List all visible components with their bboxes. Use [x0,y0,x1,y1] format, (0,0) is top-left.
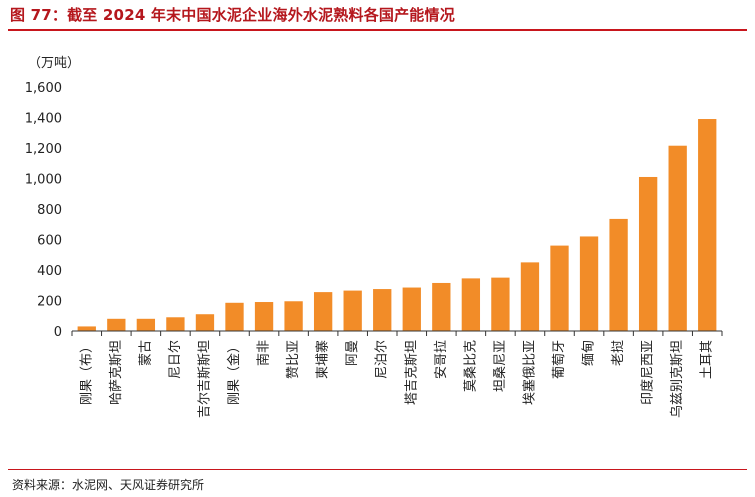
category-label: 刚果（金） [226,340,242,405]
category-label: 刚果（布） [79,340,94,405]
chart-title: 图 77：截至 2024 年末中国水泥企业海外水泥熟料各国产能情况 [10,6,455,24]
unit-label: （万吨） [28,56,81,71]
category-label: 葡萄牙 [552,340,567,379]
bar [136,318,156,331]
bar [432,282,451,331]
y-axis-ticks: 0 200 400 600 800 1,000 1,200 1,400 1,600 [25,81,62,340]
source-divider [8,469,747,470]
bar [668,145,687,331]
category-label: 缅甸 [582,340,597,366]
category-label: 蒙古 [138,340,153,366]
bar [343,290,362,331]
bar [402,287,421,331]
bar [284,301,303,331]
bar [609,218,628,331]
source-note: 资料来源：水泥网、天风证券研究所 [12,478,205,492]
bar [313,292,333,331]
x-axis-tick-marks [71,331,723,336]
bar [166,317,185,331]
category-label: 南非 [256,340,272,366]
category-label: 坦桑尼亚 [493,340,508,392]
title-divider [8,29,747,31]
y-tick-label: 600 [37,234,62,249]
bar [373,289,392,331]
category-label: 安哥拉 [434,340,449,379]
y-tick-label: 1,200 [25,142,62,157]
category-label: 莫桑比克 [463,340,478,392]
bar [461,278,481,331]
y-tick-label: 200 [37,295,62,310]
bar [638,176,658,331]
category-label: 赞比亚 [286,340,301,379]
category-label: 印度尼西亚 [640,340,656,405]
category-label: 哈萨克斯坦 [109,340,124,405]
y-tick-label: 1,000 [25,173,62,188]
y-tick-label: 1,600 [25,81,62,96]
category-labels: 刚果（布） 哈萨克斯坦 蒙古 尼日尔 吉尔吉斯斯坦 刚果（金） 南非 赞比亚 柬埔寨 阿曼 尼泊尔塔… [79,340,714,418]
category-label: 塔吉克斯坦 [404,340,419,405]
category-label: 柬埔寨 [315,340,331,379]
y-tick-label: 0 [54,325,62,340]
bar [195,314,215,331]
category-label: 阿曼 [345,340,360,366]
bar [550,245,569,331]
bars [77,119,717,332]
y-tick-label: 1,400 [25,112,62,127]
category-label: 土耳其 [700,340,715,379]
bar [491,277,510,331]
category-label: 老挝 [611,340,626,366]
bar [225,302,244,331]
y-tick-label: 400 [37,264,62,279]
category-label: 尼日尔 [168,340,183,379]
bar [520,262,540,331]
bar [254,302,274,331]
category-label: 吉尔吉斯斯坦 [197,340,212,418]
category-label: 乌兹别克斯坦 [669,340,685,418]
category-label: 埃塞俄比亚 [521,340,537,405]
category-label: 尼泊尔 [375,340,390,379]
bar [107,318,126,331]
y-tick-label: 800 [37,203,62,218]
bar [77,326,96,331]
bar [698,119,717,332]
bar [579,236,599,331]
